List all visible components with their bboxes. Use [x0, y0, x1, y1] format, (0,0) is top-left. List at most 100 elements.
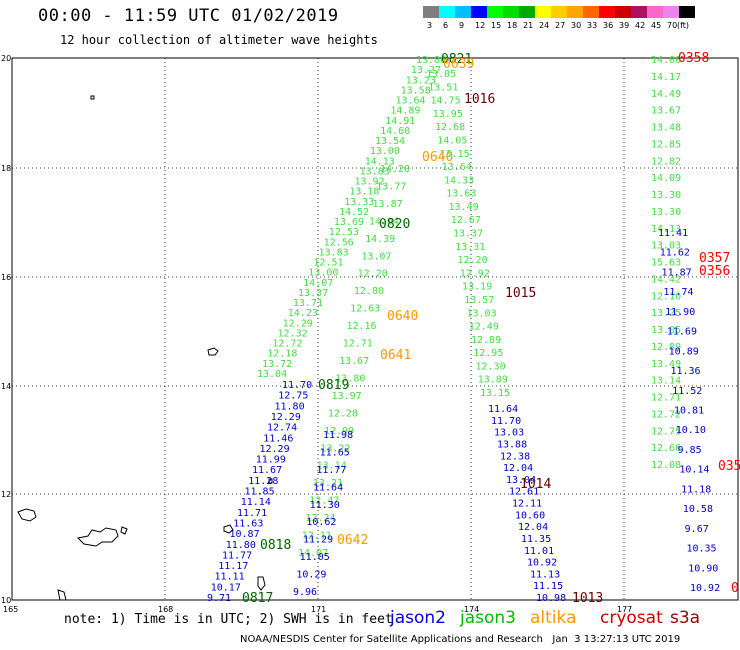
wave-height-value: 10.35 — [686, 544, 716, 555]
island-outline — [17, 508, 37, 522]
wave-height-value: 11.11 — [215, 572, 245, 583]
wave-height-value: 11.87 — [662, 267, 692, 278]
wave-height-value: 12.16 — [346, 321, 376, 332]
wave-height-value: 14.04 — [369, 216, 399, 227]
wave-height-value: 13.30 — [651, 190, 681, 201]
track-time-label: 0819 — [318, 378, 349, 393]
wave-height-value: 14.13 — [365, 156, 395, 167]
wave-height-value: 13.88 — [497, 439, 527, 450]
wave-height-value: 13.22 — [320, 443, 350, 454]
scale-swatch — [679, 6, 695, 18]
wave-height-value: 12.32 — [278, 328, 308, 339]
wave-height-value: 12.72 — [651, 409, 681, 420]
wave-height-value: 12.92 — [460, 268, 490, 279]
wave-height-value: 14.33 — [444, 175, 474, 186]
wave-height-value: 10.89 — [669, 346, 699, 357]
wave-height-value: 12.53 — [329, 227, 359, 238]
wave-height-value: 15.63 — [651, 258, 681, 269]
wave-height-value: 14.05 — [437, 135, 467, 146]
scale-swatch — [663, 6, 679, 18]
island-outline — [223, 524, 234, 534]
scale-label: 39 — [619, 21, 630, 30]
track-time-label: 1015 — [505, 286, 536, 301]
y-tick-label: 14 — [1, 382, 11, 391]
wave-height-value: 13.04 — [506, 475, 536, 486]
wave-height-value: 11.65 — [320, 447, 350, 458]
wave-height-value: 12.11 — [512, 499, 542, 510]
scale-swatch — [551, 6, 567, 18]
wave-height-value: 11.15 — [533, 581, 563, 592]
wave-height-value: 13.37 — [453, 229, 483, 240]
wave-height-value: 11.05 — [300, 552, 330, 563]
wave-height-value: 11.64 — [488, 404, 518, 415]
scale-swatch — [471, 6, 487, 18]
wave-height-value: 10.92 — [690, 583, 720, 594]
scale-label: 70 — [667, 21, 678, 30]
wave-height-value: 13.57 — [464, 295, 494, 306]
wave-height-value: 10.98 — [536, 593, 566, 604]
track-time-label: 0817 — [242, 591, 273, 606]
y-tick-label: 10 — [1, 596, 11, 605]
wave-height-value: 13.67 — [339, 356, 369, 367]
page-subtitle: 12 hour collection of altimeter wave hei… — [60, 33, 378, 47]
wave-height-value: 9.71 — [207, 593, 231, 604]
wave-height-value: 13.49 — [651, 359, 681, 370]
scale-label: 9 — [459, 21, 465, 30]
island-outline — [57, 589, 67, 601]
wave-height-value: 14.91 — [385, 116, 415, 127]
wave-height-value: 13.92 — [354, 177, 384, 188]
wave-height-value: 13.37 — [298, 288, 328, 299]
legend-item-cryosat: cryosat — [600, 608, 663, 628]
wave-height-value: 11.63 — [233, 518, 263, 529]
wave-height-value: 12.89 — [471, 335, 501, 346]
island-outline — [268, 478, 273, 484]
wave-height-value: 12.80 — [354, 286, 384, 297]
wave-height-value: 13.97 — [332, 391, 362, 402]
scale-swatch — [455, 6, 471, 18]
wave-height-value: 11.46 — [263, 433, 293, 444]
island-outline — [120, 526, 128, 535]
wave-height-value: 13.00 — [370, 146, 400, 157]
wave-height-value: 12.66 — [651, 443, 681, 454]
x-tick-label: 174 — [464, 605, 479, 614]
wave-height-value: 14.13 — [651, 224, 681, 235]
wave-height-value: 13.15 — [480, 388, 510, 399]
wave-height-value: 13.86 — [416, 55, 446, 66]
wave-height-value: 13.31 — [455, 242, 485, 253]
wave-height-value: 13.04 — [257, 369, 287, 380]
wave-height-value: 11.17 — [218, 561, 248, 572]
scale-label: 18 — [507, 21, 518, 30]
wave-height-value: 13.63 — [446, 189, 476, 200]
wave-height-value: 11.35 — [521, 534, 551, 545]
legend-item-altika: altika — [530, 608, 577, 628]
island-outline — [90, 95, 95, 100]
scale-swatch — [503, 6, 519, 18]
wave-height-value: 13.77 — [376, 181, 406, 192]
wave-height-value: 12.20 — [458, 255, 488, 266]
track-time-label: 1014 — [520, 477, 551, 492]
wave-height-value: 12.71 — [651, 393, 681, 404]
scale-swatch — [535, 6, 551, 18]
wave-height-value: 10.14 — [679, 465, 709, 476]
wave-height-value: 14.89 — [390, 106, 420, 117]
wave-height-value: 11.77 — [222, 550, 252, 561]
island-outline — [257, 576, 266, 591]
wave-height-value: 13.72 — [262, 359, 292, 370]
track-time-label: 0820 — [379, 217, 410, 232]
scale-label: 12 — [475, 21, 486, 30]
wave-height-value: 12.61 — [509, 487, 539, 498]
wave-height-value: 14.23 — [288, 308, 318, 319]
wave-height-value: 13.18 — [349, 187, 379, 198]
wave-height-value: 13.83 — [319, 247, 349, 258]
wave-height-value: 12.28 — [328, 408, 358, 419]
x-tick-label: 165 — [3, 605, 18, 614]
wave-height-value: 13.87 — [373, 199, 403, 210]
track-time-label: 0640 — [422, 150, 453, 165]
wave-height-value: 12.38 — [500, 451, 530, 462]
wave-height-value: 12.82 — [651, 156, 681, 167]
wave-height-value: 9.85 — [678, 445, 702, 456]
track-time-label: 0818 — [260, 538, 291, 553]
wave-height-value: 13.71 — [293, 298, 323, 309]
wave-height-value: 12.20 — [358, 269, 388, 280]
wave-height-value: 13.03 — [494, 428, 524, 439]
